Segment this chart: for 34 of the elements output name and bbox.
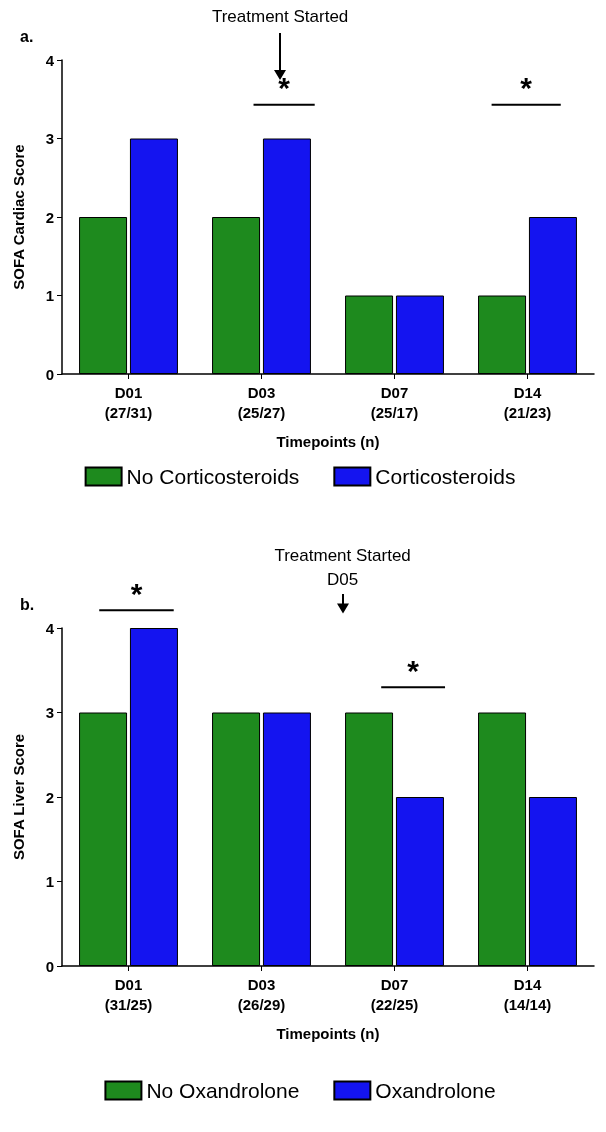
x-tick-label: D07 (25/17) (370, 383, 419, 421)
x-axis-title: Timepoints (n) (276, 433, 380, 450)
text: Treatment Started D05 (274, 545, 411, 589)
annotation: * (520, 71, 533, 105)
legend-label: No Oxandrolone (146, 1079, 300, 1102)
x-tick-label: D01 (31/25) (104, 975, 153, 1013)
y-tick-label: 3 (45, 130, 54, 147)
annotation: * (278, 71, 291, 105)
text: * (130, 576, 143, 610)
legend-label: Oxandrolone (375, 1079, 496, 1102)
x-tick-label: D07 (22/25) (370, 975, 419, 1013)
x-tick-label: D03 (26/29) (237, 975, 286, 1013)
y-tick-label: 4 (45, 51, 55, 69)
y-axis-title: SOFA Liver Score (10, 733, 27, 861)
text: a. (20, 27, 34, 45)
legend-label: No Corticosteroids (126, 465, 300, 488)
y-axis-title: SOFA Cardiac Score (10, 144, 27, 290)
legend-label: Corticosteroids (375, 465, 516, 488)
y-tick-label: 1 (45, 287, 54, 304)
y-tick-label: 2 (45, 788, 54, 806)
x-axis-title: Timepoints (n) (276, 1025, 380, 1042)
y-tick-label: 1 (45, 873, 54, 890)
y-tick-label: 0 (45, 957, 54, 975)
y-tick-label: 2 (45, 208, 54, 226)
x-tick-label: D01 (27/31) (104, 383, 153, 421)
x-tick-label: D14 (14/14) (503, 975, 552, 1013)
x-tick-label: D03 (25/27) (237, 383, 286, 421)
text: Treatment Started (211, 7, 349, 27)
annotation: * (407, 653, 420, 687)
text: b. (20, 595, 35, 613)
y-tick-label: 4 (45, 619, 55, 637)
x-tick-label: D14 (21/23) (503, 383, 552, 421)
y-tick-label: 0 (45, 365, 54, 383)
y-tick-label: 3 (45, 704, 54, 721)
